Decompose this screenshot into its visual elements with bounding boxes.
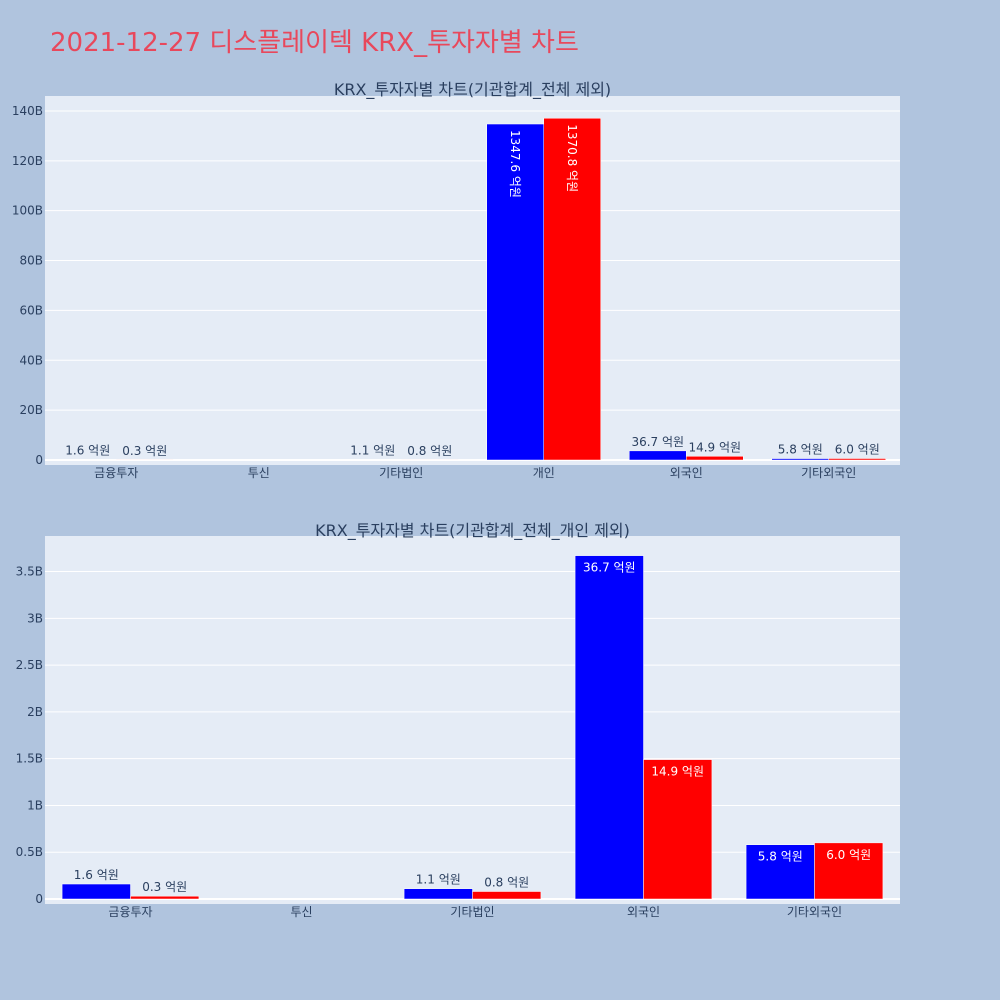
y-tick-label: 100B: [12, 204, 43, 218]
y-tick-label: 1B: [27, 798, 43, 812]
bar: [130, 895, 200, 900]
data-label: 1.6 억원: [65, 444, 110, 458]
data-label: 1.6 억원: [74, 868, 119, 882]
y-tick-label: 0: [35, 892, 43, 906]
data-label: 14.9 억원: [688, 440, 741, 454]
chart-2: 0 0.5B 1B 1.5B 2B 2.5B 3B 3.5B KRX_투자자별 차트(기관합계_…: [16, 521, 900, 919]
data-label: 6.0 억원: [835, 443, 880, 457]
y-tick-label: 3.5B: [16, 565, 43, 579]
data-label: 0.3 억원: [122, 444, 167, 458]
y-tick-label: 60B: [19, 303, 43, 317]
x-tick-label: 기타외국인: [801, 466, 856, 480]
bar: [828, 458, 886, 461]
x-tick-label: 기타법인: [450, 905, 494, 919]
x-tick-label: 기타외국인: [787, 905, 842, 919]
y-tick-label: 0.5B: [16, 845, 43, 859]
x-tick-label: 금융투자: [94, 466, 138, 480]
x-tick-label: 금융투자: [108, 905, 152, 919]
bar: [686, 456, 744, 461]
y-tick-label: 120B: [12, 154, 43, 168]
data-label: 14.9 억원: [651, 765, 704, 779]
y-tick-label: 0: [35, 453, 43, 467]
chart-title: KRX_투자자별 차트(기관합계_전체 제외): [334, 80, 611, 100]
x-tick-label: 외국인: [670, 466, 703, 480]
chart-1: 0 20B 40B 60B 80B 100B 120B 140B KRX_투자자별 차트(기관합…: [12, 80, 900, 480]
bar: [745, 844, 815, 900]
bar: [643, 759, 713, 900]
y-tick-label: 2.5B: [16, 658, 43, 672]
data-label: 0.8 억원: [407, 444, 452, 458]
page-title: 2021-12-27 디스플레이텍 KRX_투자자별 차트: [50, 28, 579, 58]
bar: [629, 450, 687, 461]
data-label: 5.8 억원: [778, 443, 823, 457]
data-label: 0.8 억원: [484, 876, 529, 890]
x-tick-label: 기타법인: [379, 466, 423, 480]
plot-area: [45, 96, 900, 465]
x-tick-label: 개인: [533, 466, 555, 480]
y-tick-label: 140B: [12, 104, 43, 118]
data-label: 1370.8 억원: [565, 124, 579, 192]
bar: [486, 123, 544, 461]
y-tick-label: 2B: [27, 705, 43, 719]
bar: [61, 883, 131, 900]
chart-title: KRX_투자자별 차트(기관합계_전체_개인 제외): [315, 521, 630, 541]
data-label: 6.0 억원: [826, 848, 871, 862]
x-tick-label: 투신: [248, 466, 270, 480]
y-tick-label: 3B: [27, 611, 43, 625]
data-label: 1347.6 억원: [508, 130, 522, 198]
bar: [403, 888, 473, 900]
x-tick-label: 외국인: [627, 905, 660, 919]
data-label: 5.8 억원: [758, 850, 803, 864]
bar: [814, 842, 884, 900]
data-label: 36.7 억원: [583, 561, 636, 575]
plot-area: [45, 536, 900, 904]
y-tick-label: 80B: [19, 254, 43, 268]
bar: [574, 555, 644, 900]
y-tick-label: 20B: [19, 403, 43, 417]
bar: [771, 458, 829, 461]
data-label: 36.7 억원: [631, 435, 684, 449]
bar: [543, 117, 601, 461]
x-tick-label: 투신: [290, 905, 312, 919]
data-label: 1.1 억원: [350, 444, 395, 458]
y-tick-label: 1.5B: [16, 752, 43, 766]
y-tick-label: 40B: [19, 353, 43, 367]
bar: [472, 891, 542, 900]
data-label: 0.3 억원: [142, 880, 187, 894]
data-label: 1.1 억원: [416, 873, 461, 887]
